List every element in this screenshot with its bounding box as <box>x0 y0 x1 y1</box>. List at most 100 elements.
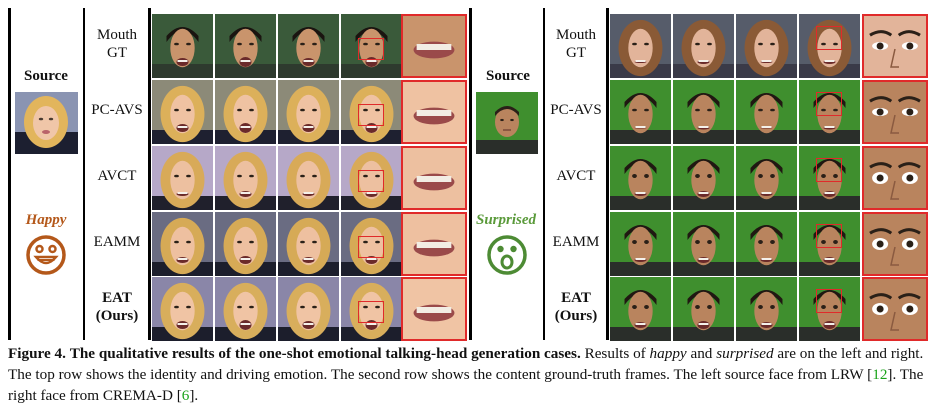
left-frame-r2-c3 <box>341 146 402 210</box>
left-row-label-1: PC-AVS <box>84 101 150 119</box>
left-row-label-0-line2: GT <box>107 45 127 61</box>
right-frame-r2-c1 <box>673 146 734 210</box>
left-zoom-box-r3 <box>358 236 385 258</box>
right-row-label-4-line1: EAT <box>561 290 591 306</box>
left-zoom-box-r2 <box>358 170 385 192</box>
left-frame-r4-c2 <box>278 277 339 341</box>
surprised-face-icon <box>486 234 528 276</box>
right-zoom-crop-r1 <box>862 80 928 144</box>
left-frame-r0-c1 <box>215 14 276 78</box>
left-row-label-1-line1: PC-AVS <box>91 102 143 118</box>
right-frame-r3-c2 <box>736 212 797 276</box>
right-row-label-0: Mouth GT <box>543 26 609 62</box>
right-frame-r4-c3 <box>799 277 860 341</box>
right-row-label-2: AVCT <box>543 167 609 185</box>
right-frame-r0-c1 <box>673 14 734 78</box>
right-frame-r1-c3 <box>799 80 860 144</box>
left-source-label: Source <box>24 68 68 84</box>
right-frame-r3-c1 <box>673 212 734 276</box>
right-frame-r1-c1 <box>673 80 734 144</box>
left-row-label-0-line1: Mouth <box>96 27 137 43</box>
right-zoom-crop-r2 <box>862 146 928 210</box>
happy-face-icon <box>25 234 67 276</box>
right-frame-r2-c3 <box>799 146 860 210</box>
left-frame-r1-c2 <box>278 80 339 144</box>
left-frame-r3-c2 <box>278 212 339 276</box>
right-row-label-4-line2: (Ours) <box>554 308 598 324</box>
left-emotion-label: Happy <box>25 212 67 228</box>
left-frame-r3-c1 <box>215 212 276 276</box>
left-row-label-0: Mouth GT <box>84 26 150 62</box>
right-divider-outer <box>469 8 472 340</box>
left-frame-r0-c2 <box>278 14 339 78</box>
right-frame-r1-c0 <box>610 80 671 144</box>
right-row-label-2-line1: AVCT <box>556 168 596 184</box>
left-frame-r2-c0 <box>152 146 213 210</box>
left-frame-r4-c0 <box>152 277 213 341</box>
left-frame-r0-c0 <box>152 14 213 78</box>
left-row-label-4: EAT (Ours) <box>84 289 150 325</box>
right-source-label: Source <box>486 68 530 84</box>
ref-crema-link[interactable]: 6 <box>181 387 190 404</box>
left-frame-r3-c0 <box>152 212 213 276</box>
right-frame-r4-c1 <box>673 277 734 341</box>
caption-text-4: ]. <box>189 387 199 404</box>
right-frame-r3-c0 <box>610 212 671 276</box>
right-frame-r2-c0 <box>610 146 671 210</box>
ref-lrw-link[interactable]: 12 <box>872 366 888 383</box>
left-frame-r1-c1 <box>215 80 276 144</box>
left-row-label-4-line1: EAT <box>102 290 132 306</box>
right-divider-grid <box>606 8 609 340</box>
left-zoom-crop-r2 <box>401 146 467 210</box>
right-zoom-box-r4 <box>816 289 843 313</box>
right-row-label-1-line1: PC-AVS <box>550 102 602 118</box>
right-frame-r1-c2 <box>736 80 797 144</box>
right-frame-r0-c0 <box>610 14 671 78</box>
left-zoom-crop-r0 <box>401 14 467 78</box>
right-frame-r4-c0 <box>610 277 671 341</box>
right-divider-labels <box>543 8 545 340</box>
left-frame-r4-c3 <box>341 277 402 341</box>
left-zoom-crop-r1 <box>401 80 467 144</box>
right-frame-r4-c2 <box>736 277 797 341</box>
left-row-label-4-line2: (Ours) <box>95 308 139 324</box>
left-divider-labels <box>83 8 85 340</box>
right-row-label-0-line2: GT <box>566 45 586 61</box>
right-source-image <box>476 92 538 154</box>
caption-text-1: Results of <box>584 345 646 362</box>
left-row-label-3-line1: EAMM <box>93 234 141 250</box>
right-frame-r0-c3 <box>799 14 860 78</box>
left-divider-grid <box>148 8 151 340</box>
right-zoom-box-r0 <box>816 26 843 50</box>
left-frame-r2-c2 <box>278 146 339 210</box>
left-row-label-2: AVCT <box>84 167 150 185</box>
caption-and: and <box>690 345 713 362</box>
right-row-label-0-line1: Mouth <box>555 27 596 43</box>
left-frame-r3-c3 <box>341 212 402 276</box>
left-zoom-crop-r3 <box>401 212 467 276</box>
left-row-label-3: EAMM <box>84 233 150 251</box>
right-zoom-crop-r3 <box>862 212 928 276</box>
left-frame-r2-c1 <box>215 146 276 210</box>
figure-label: Figure 4. <box>8 345 66 362</box>
left-zoom-box-r0 <box>358 38 385 60</box>
figure-caption: Figure 4. The qualitative results of the… <box>8 343 938 406</box>
right-emotion-label: Surprised <box>475 212 537 228</box>
caption-text-2: are on the left and right. The top row s… <box>8 345 924 383</box>
caption-surprised: surprised <box>716 345 774 362</box>
left-divider-outer <box>8 8 11 340</box>
right-row-label-1: PC-AVS <box>543 101 609 119</box>
right-frame-r3-c3 <box>799 212 860 276</box>
left-frame-r1-c0 <box>152 80 213 144</box>
right-frame-r0-c2 <box>736 14 797 78</box>
right-zoom-box-r1 <box>816 92 843 116</box>
left-zoom-crop-r4 <box>401 277 467 341</box>
right-zoom-crop-r4 <box>862 277 928 341</box>
caption-happy: happy <box>649 345 687 362</box>
left-zoom-box-r4 <box>358 301 385 323</box>
caption-text-3: ]. The right face from CREMA-D [ <box>8 366 924 404</box>
left-zoom-box-r1 <box>358 104 385 126</box>
right-zoom-box-r3 <box>816 224 843 248</box>
right-row-label-4: EAT (Ours) <box>543 289 609 325</box>
left-source-image <box>15 92 78 154</box>
